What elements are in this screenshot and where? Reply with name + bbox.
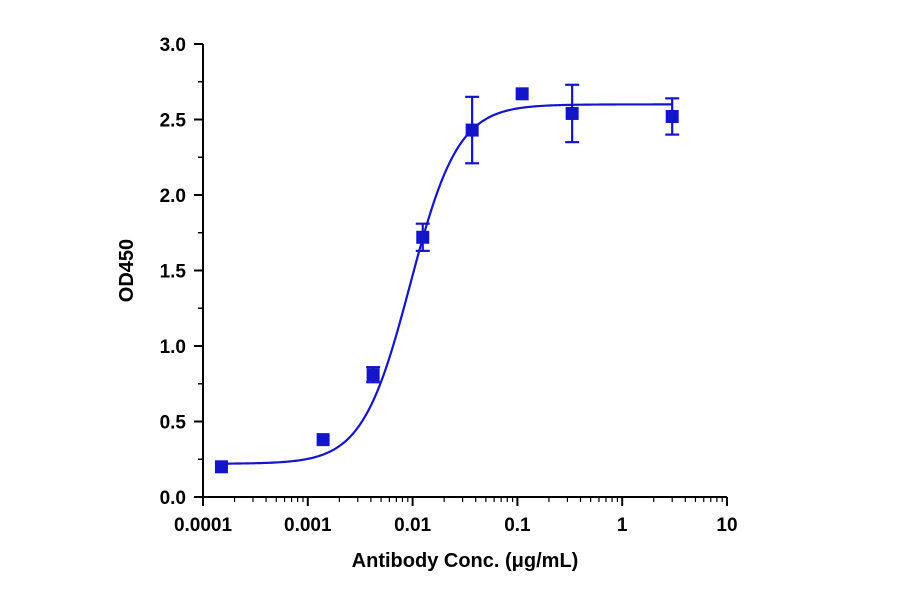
x-tick-label: 0.1: [504, 515, 531, 536]
x-tick-label: 10: [716, 515, 737, 536]
y-axis-title: OD450: [116, 239, 138, 302]
data-point: [665, 109, 679, 123]
y-tick-label: 0.5: [160, 413, 187, 434]
fit-curve-layer: [221, 103, 673, 465]
data-points-layer: [214, 83, 680, 474]
y-tick-label: 1.5: [160, 262, 187, 283]
x-tick-label: 0.0001: [174, 515, 233, 536]
y-tick-label: 0.0: [160, 488, 186, 509]
fit-curve: [221, 103, 673, 465]
y-tick-label: 3.0: [160, 35, 186, 56]
x-axis-title: Antibody Conc. (μg/mL): [352, 550, 579, 572]
data-point: [515, 87, 529, 101]
data-point: [416, 230, 430, 244]
x-tick-label: 0.01: [394, 515, 431, 536]
data-point: [366, 368, 380, 382]
axes-layer: [202, 44, 727, 498]
data-point: [565, 106, 579, 120]
data-point: [214, 460, 228, 474]
x-tick-label: 1: [617, 515, 628, 536]
data-point: [465, 123, 479, 137]
y-tick-label: 2.0: [160, 186, 186, 207]
x-tick-label: 0.001: [284, 515, 332, 536]
y-tick-label: 2.5: [160, 111, 187, 132]
y-tick-label: 1.0: [160, 337, 186, 358]
data-point: [316, 433, 330, 447]
ticks-layer: 0.0 0.5 1.0 1.5 2.0 2.5 3.0 0.0001 0.001 0.01 0.1 1…: [160, 35, 738, 536]
